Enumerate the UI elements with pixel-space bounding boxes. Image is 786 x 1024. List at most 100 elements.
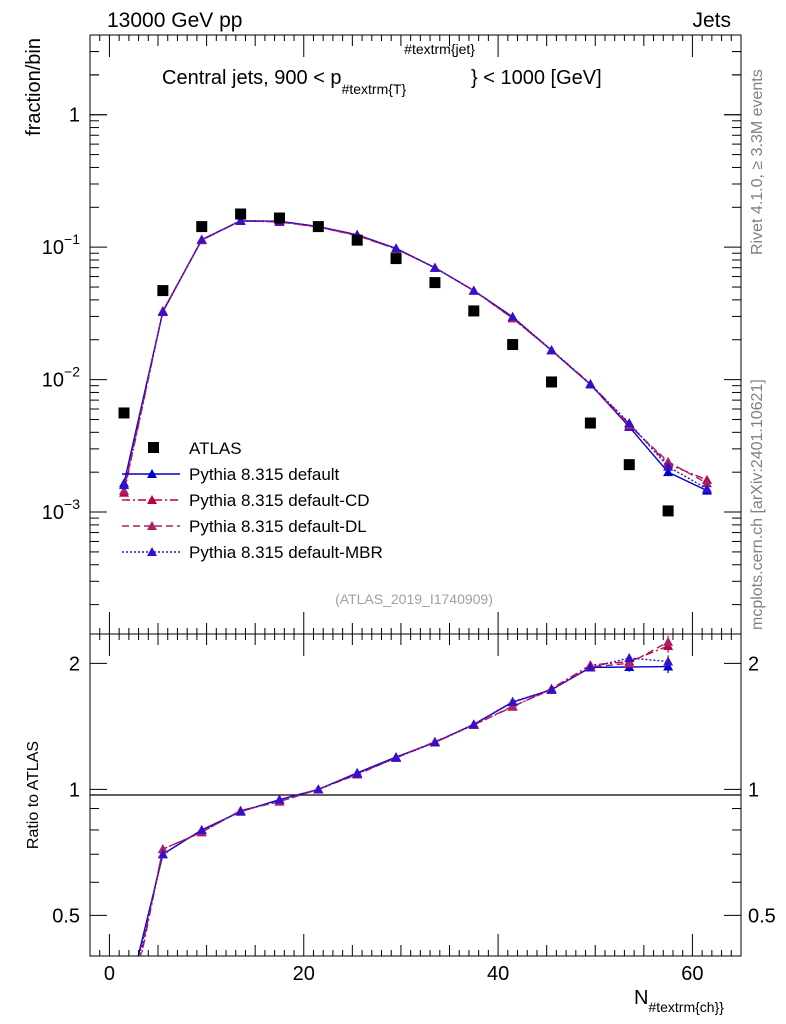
- main-panel-frame: [89, 34, 742, 635]
- atlas-point: [235, 208, 247, 220]
- chart-title-sup: #textrm{jet}: [404, 41, 475, 57]
- x-axis-tick-labels: 0 20 40 60: [104, 963, 704, 985]
- ratio-y-tick-label-right: 0.5: [748, 905, 776, 927]
- legend-label: Pythia 8.315 default: [189, 465, 340, 484]
- y-tick-label-exponent: −1: [64, 231, 80, 247]
- series-marker-4: [546, 345, 557, 355]
- ratio-marker-3: [429, 737, 440, 747]
- y-tick-label-mantissa: 10: [42, 502, 64, 524]
- atlas-point: [312, 221, 324, 233]
- ratio-marker-2: [624, 658, 635, 668]
- atlas-point: [507, 339, 519, 351]
- y-tick-label-exponent: −2: [64, 364, 80, 380]
- main-y-axis-label: fraction/bin: [23, 38, 45, 136]
- series-marker-3: [701, 478, 712, 488]
- ratio-y-tick-labels: 0.5 0.5 1 1 2 2: [52, 653, 776, 927]
- atlas-point: [546, 376, 558, 388]
- side-label-rivet: Rivet 4.1.0, ≥ 3.3M events: [749, 69, 766, 255]
- x-tick-label: 20: [293, 963, 315, 985]
- x-axis-ticks: [89, 35, 742, 956]
- x-tick-label: 40: [487, 963, 509, 985]
- series-marker-4: [119, 480, 130, 490]
- ratio-marker-3: [235, 806, 246, 816]
- ratio-y-tick-label-right: 1: [748, 779, 759, 801]
- ratio-y-tick-label-right: 2: [748, 653, 759, 675]
- ratio-y-tick-label-left: 0.5: [52, 905, 80, 927]
- main-y-tick-labels: 110−110−210−3: [42, 105, 80, 524]
- x-tick-label: 60: [681, 963, 703, 985]
- atlas-point: [429, 277, 441, 289]
- y-tick-label: 10−2: [42, 364, 80, 392]
- header-left: 13000 GeV pp: [107, 9, 242, 32]
- series-marker-4: [624, 418, 635, 428]
- main-y-ticks: [90, 34, 741, 606]
- y-tick-label: 10−1: [42, 231, 80, 259]
- analysis-watermark: (ATLAS_2019_I1740909): [335, 591, 493, 607]
- legend-label: Pythia 8.315 default-MBR: [189, 543, 383, 562]
- ratio-line-3: [138, 657, 669, 956]
- ratio-marker-3: [274, 794, 285, 804]
- atlas-point: [351, 234, 363, 246]
- series-marker-3: [119, 485, 130, 495]
- series-marker-4: [391, 243, 402, 253]
- x-tick-label: 0: [104, 963, 115, 985]
- y-tick-label-mantissa: 10: [42, 237, 64, 259]
- chart-title-tail: } < 1000 [GeV]: [471, 67, 602, 89]
- chart-title-main: Central jets, 900 < p: [162, 67, 342, 89]
- ratio-y-ticks: [90, 662, 741, 957]
- ratio-marker-3: [157, 849, 168, 859]
- ratio-marker-2: [157, 844, 168, 854]
- ratio-y-tick-label-left: 2: [69, 653, 80, 675]
- legend-marker: [147, 521, 157, 530]
- legend-label: Pythia 8.315 default-DL: [189, 517, 367, 536]
- ratio-marker-3: [585, 662, 596, 672]
- legend-label: Pythia 8.315 default-CD: [189, 491, 370, 510]
- ratio-marker-2: [663, 636, 674, 646]
- series-marker-4: [585, 379, 596, 389]
- legend-marker: [147, 547, 157, 556]
- series-marker-4: [468, 285, 479, 295]
- ratio-line-0: [137, 665, 669, 956]
- x-axis-label: N#textrm{ch}}: [634, 987, 724, 1015]
- chart-title-sub: #textrm{T}: [342, 81, 407, 97]
- atlas-point: [118, 407, 130, 419]
- legend: ATLAS Pythia 8.315 default Pythia 8.315 de…: [122, 439, 383, 562]
- ratio-marker-3: [507, 696, 518, 706]
- x-axis-label-sub: #textrm{ch}}: [648, 999, 724, 1015]
- series-marker-4: [196, 234, 207, 244]
- legend-marker: [147, 495, 157, 504]
- ratio-marker-3: [468, 719, 479, 729]
- ratio-y-axis-label: Ratio to ATLAS: [25, 741, 42, 849]
- ratio-marker-3: [313, 784, 324, 794]
- header-right: Jets: [692, 9, 731, 32]
- atlas-point: [623, 459, 635, 471]
- atlas-point: [390, 253, 402, 265]
- atlas-data-points: [118, 208, 674, 517]
- ratio-marker-3: [196, 824, 207, 834]
- chart-title: Central jets, 900 < p#textrm{T} #textrm{j…: [162, 41, 602, 97]
- y-tick-label-mantissa: 10: [42, 370, 64, 392]
- ratio-panel: 0.5 0.5 1 1 2 2 Ratio to ATLAS: [25, 633, 776, 957]
- ratio-marker-3: [663, 656, 674, 666]
- ratio-y-tick-label-left: 1: [69, 779, 80, 801]
- legend-label: ATLAS: [189, 439, 242, 458]
- legend-marker-atlas: [148, 442, 159, 453]
- y-tick-label: 1: [69, 105, 80, 127]
- ratio-marker-3: [624, 652, 635, 662]
- x-axis-label-main: N: [634, 987, 648, 1009]
- ratio-series: [137, 635, 674, 956]
- ratio-marker-3: [352, 768, 363, 778]
- y-tick-label: 10−3: [42, 496, 80, 524]
- series-marker-4: [701, 483, 712, 493]
- atlas-point: [662, 505, 674, 517]
- series-line-4: [123, 220, 708, 490]
- ratio-marker-3: [391, 752, 402, 762]
- series-marker-4: [507, 311, 518, 321]
- main-panel: 110−110−210−3 fraction/bin Central jets,…: [23, 34, 742, 635]
- legend-marker: [147, 469, 157, 478]
- atlas-point: [468, 305, 480, 317]
- series-marker-4: [235, 215, 246, 225]
- series-marker-4: [157, 306, 168, 316]
- series-marker-4: [429, 262, 440, 272]
